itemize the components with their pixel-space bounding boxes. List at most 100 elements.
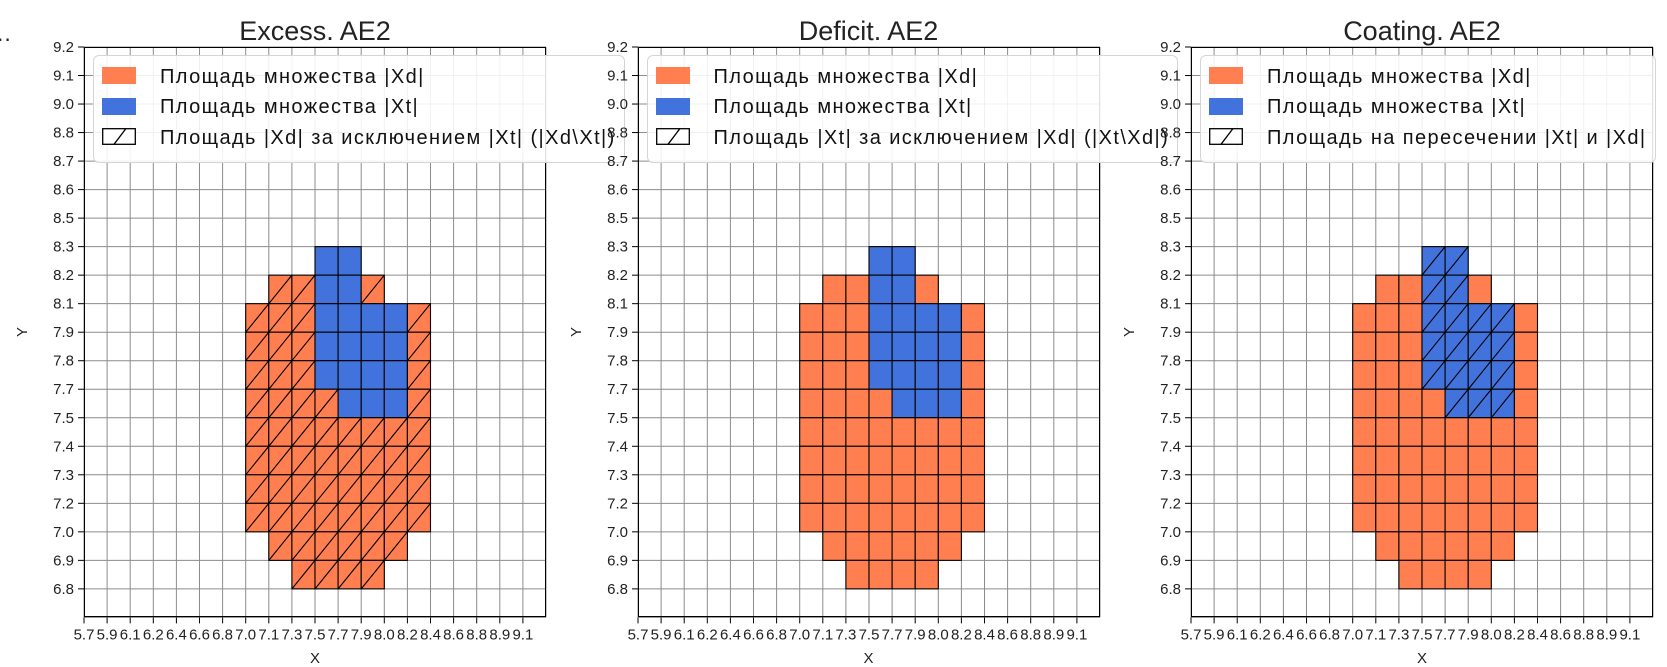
svg-text:6.8: 6.8: [212, 626, 233, 643]
svg-text:7.9: 7.9: [1160, 324, 1181, 341]
svg-text:9.2: 9.2: [53, 39, 74, 56]
svg-text:6.6: 6.6: [189, 626, 210, 643]
svg-text:7.0: 7.0: [789, 626, 810, 643]
svg-text:8.1: 8.1: [1160, 296, 1181, 313]
svg-text:5.9: 5.9: [650, 626, 671, 643]
svg-text:8.6: 8.6: [997, 626, 1018, 643]
svg-text:5.7: 5.7: [627, 626, 648, 643]
svg-text:6.2: 6.2: [1250, 626, 1271, 643]
svg-text:8.2: 8.2: [397, 626, 418, 643]
svg-text:5.9: 5.9: [97, 626, 118, 643]
svg-text:8.8: 8.8: [1160, 125, 1181, 142]
svg-text:8.3: 8.3: [53, 239, 74, 256]
svg-text:6.8: 6.8: [1319, 626, 1340, 643]
svg-text:7.5: 7.5: [607, 410, 628, 427]
svg-text:7.3: 7.3: [1160, 467, 1181, 484]
svg-text:7.0: 7.0: [607, 524, 628, 541]
svg-text:7.9: 7.9: [1458, 626, 1479, 643]
svg-text:8.6: 8.6: [443, 626, 464, 643]
svg-text:6.9: 6.9: [1160, 552, 1181, 569]
svg-text:8.5: 8.5: [53, 210, 74, 227]
svg-text:7.1: 7.1: [1365, 626, 1386, 643]
svg-text:6.4: 6.4: [719, 626, 740, 643]
svg-text:9.1: 9.1: [512, 626, 533, 643]
svg-text:7.5: 7.5: [305, 626, 326, 643]
svg-text:7.8: 7.8: [607, 353, 628, 370]
svg-text:7.1: 7.1: [258, 626, 279, 643]
svg-text:8.8: 8.8: [607, 125, 628, 142]
svg-text:8.2: 8.2: [53, 267, 74, 284]
svg-text:8.4: 8.4: [974, 626, 995, 643]
svg-text:7.0: 7.0: [235, 626, 256, 643]
svg-text:8.8: 8.8: [1020, 626, 1041, 643]
svg-text:6.2: 6.2: [696, 626, 717, 643]
svg-text:7.9: 7.9: [904, 626, 925, 643]
svg-text:7.3: 7.3: [53, 467, 74, 484]
svg-text:8.1: 8.1: [607, 296, 628, 313]
svg-text:6.4: 6.4: [1273, 626, 1294, 643]
svg-text:6.1: 6.1: [673, 626, 694, 643]
svg-text:8.7: 8.7: [1160, 153, 1181, 170]
svg-text:7.7: 7.7: [53, 381, 74, 398]
svg-text:9.2: 9.2: [607, 39, 628, 56]
svg-text:9.1: 9.1: [53, 68, 74, 85]
svg-text:7.3: 7.3: [1388, 626, 1409, 643]
svg-text:6.9: 6.9: [607, 552, 628, 569]
svg-text:7.4: 7.4: [1160, 438, 1181, 455]
svg-text:9.1: 9.1: [1066, 626, 1087, 643]
svg-text:6.8: 6.8: [53, 581, 74, 598]
svg-text:7.9: 7.9: [607, 324, 628, 341]
svg-text:8.8: 8.8: [1573, 626, 1594, 643]
svg-text:7.2: 7.2: [1160, 495, 1181, 512]
svg-text:8.8: 8.8: [53, 125, 74, 142]
svg-text:9.1: 9.1: [1619, 626, 1640, 643]
svg-text:8.4: 8.4: [420, 626, 441, 643]
svg-text:6.9: 6.9: [53, 552, 74, 569]
svg-text:8.6: 8.6: [1160, 182, 1181, 199]
svg-text:9.1: 9.1: [607, 68, 628, 85]
svg-text:7.5: 7.5: [858, 626, 879, 643]
svg-text:5.7: 5.7: [1181, 626, 1202, 643]
svg-text:6.4: 6.4: [166, 626, 187, 643]
svg-text:8.9: 8.9: [1043, 626, 1064, 643]
svg-text:8.2: 8.2: [607, 267, 628, 284]
svg-text:8.0: 8.0: [927, 626, 948, 643]
svg-text:7.7: 7.7: [607, 381, 628, 398]
svg-text:8.1: 8.1: [53, 296, 74, 313]
svg-text:7.3: 7.3: [281, 626, 302, 643]
svg-text:8.0: 8.0: [374, 626, 395, 643]
svg-text:7.2: 7.2: [53, 495, 74, 512]
svg-text:8.7: 8.7: [53, 153, 74, 170]
svg-text:7.4: 7.4: [607, 438, 628, 455]
svg-text:9.0: 9.0: [607, 96, 628, 113]
svg-text:9.2: 9.2: [1160, 39, 1181, 56]
svg-text:7.2: 7.2: [607, 495, 628, 512]
svg-text:8.3: 8.3: [1160, 239, 1181, 256]
svg-text:6.1: 6.1: [1227, 626, 1248, 643]
svg-text:8.4: 8.4: [1527, 626, 1548, 643]
svg-text:8.9: 8.9: [1596, 626, 1617, 643]
svg-text:7.5: 7.5: [1412, 626, 1433, 643]
svg-text:5.7: 5.7: [74, 626, 95, 643]
svg-text:5.9: 5.9: [1204, 626, 1225, 643]
svg-text:7.5: 7.5: [53, 410, 74, 427]
svg-text:7.7: 7.7: [881, 626, 902, 643]
svg-text:7.3: 7.3: [607, 467, 628, 484]
svg-text:7.7: 7.7: [328, 626, 349, 643]
svg-text:7.7: 7.7: [1435, 626, 1456, 643]
svg-text:8.6: 8.6: [53, 182, 74, 199]
svg-text:8.3: 8.3: [607, 239, 628, 256]
svg-text:7.0: 7.0: [53, 524, 74, 541]
svg-text:8.6: 8.6: [1550, 626, 1571, 643]
svg-text:8.2: 8.2: [950, 626, 971, 643]
svg-text:8.5: 8.5: [1160, 210, 1181, 227]
svg-text:7.0: 7.0: [1342, 626, 1363, 643]
svg-text:8.2: 8.2: [1160, 267, 1181, 284]
svg-text:7.9: 7.9: [351, 626, 372, 643]
svg-text:7.3: 7.3: [835, 626, 856, 643]
svg-text:8.9: 8.9: [489, 626, 510, 643]
svg-text:8.6: 8.6: [607, 182, 628, 199]
svg-text:6.8: 6.8: [766, 626, 787, 643]
svg-text:7.8: 7.8: [1160, 353, 1181, 370]
svg-text:6.6: 6.6: [743, 626, 764, 643]
